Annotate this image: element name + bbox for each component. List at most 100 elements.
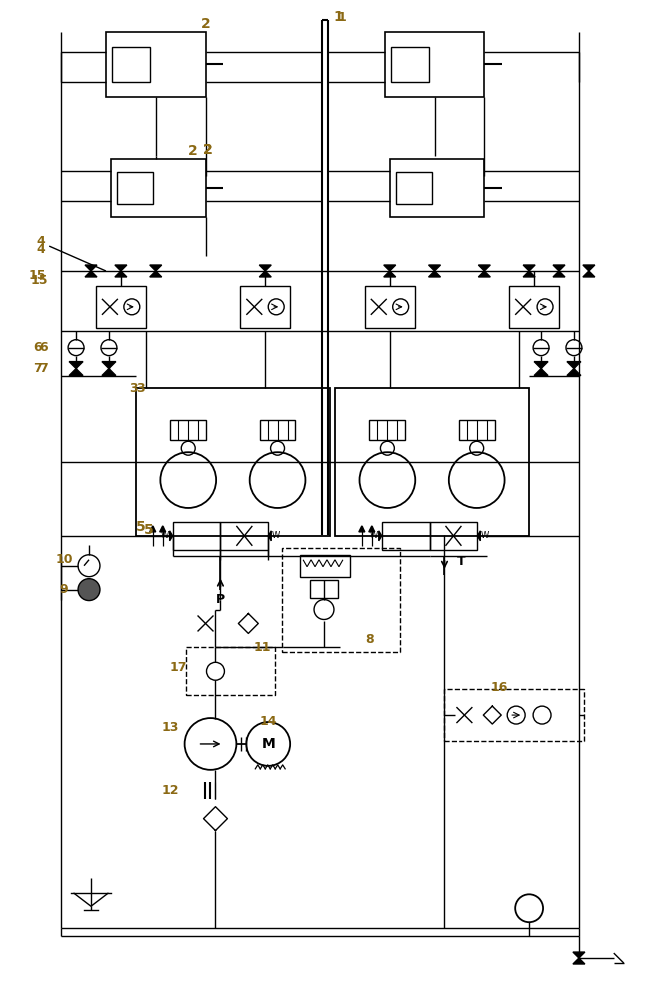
Polygon shape xyxy=(573,952,585,958)
Polygon shape xyxy=(102,369,116,376)
Text: 4: 4 xyxy=(37,235,46,248)
Bar xyxy=(310,580,338,598)
Text: 2: 2 xyxy=(203,143,213,157)
Text: 1: 1 xyxy=(337,11,346,24)
Polygon shape xyxy=(553,271,565,277)
Bar xyxy=(136,388,330,536)
Text: 15: 15 xyxy=(31,274,48,287)
Text: 14: 14 xyxy=(259,715,277,728)
Text: 8: 8 xyxy=(365,633,374,646)
Polygon shape xyxy=(534,369,548,376)
Polygon shape xyxy=(583,271,595,277)
Polygon shape xyxy=(567,369,581,376)
Polygon shape xyxy=(115,271,127,277)
Bar xyxy=(509,286,559,328)
Bar xyxy=(365,286,415,328)
Text: T: T xyxy=(457,555,466,568)
Polygon shape xyxy=(567,362,581,369)
Bar xyxy=(430,522,477,550)
Bar xyxy=(396,172,432,204)
Text: 2: 2 xyxy=(203,143,213,157)
Text: W: W xyxy=(272,531,280,540)
Polygon shape xyxy=(268,531,271,541)
Polygon shape xyxy=(359,526,365,532)
Text: 4: 4 xyxy=(37,243,46,256)
Polygon shape xyxy=(478,265,490,271)
Bar xyxy=(240,286,290,328)
Polygon shape xyxy=(259,265,271,271)
Bar xyxy=(445,689,584,741)
Text: 10: 10 xyxy=(55,553,73,566)
Text: 16: 16 xyxy=(491,681,508,694)
Bar xyxy=(106,32,205,97)
Text: W: W xyxy=(481,531,489,540)
Bar xyxy=(300,555,350,577)
Polygon shape xyxy=(259,271,271,277)
Polygon shape xyxy=(160,526,166,532)
Bar xyxy=(391,47,428,82)
Polygon shape xyxy=(573,958,585,964)
Polygon shape xyxy=(170,531,173,541)
Bar xyxy=(385,32,484,97)
Text: 1: 1 xyxy=(333,10,343,24)
Polygon shape xyxy=(150,271,162,277)
Bar xyxy=(173,522,220,550)
Bar xyxy=(459,420,495,440)
Text: W: W xyxy=(370,531,378,540)
Text: 7: 7 xyxy=(39,362,47,375)
Text: 3: 3 xyxy=(136,382,145,395)
Polygon shape xyxy=(369,526,375,532)
Text: 6: 6 xyxy=(33,341,42,354)
Text: 2: 2 xyxy=(201,17,211,31)
Bar xyxy=(335,388,529,536)
Polygon shape xyxy=(85,265,97,271)
Polygon shape xyxy=(85,271,97,277)
Text: 11: 11 xyxy=(254,641,271,654)
Text: P: P xyxy=(216,593,225,606)
Text: 2: 2 xyxy=(188,144,198,158)
Bar xyxy=(117,172,153,204)
Text: 5: 5 xyxy=(136,520,146,534)
Polygon shape xyxy=(428,265,441,271)
Polygon shape xyxy=(69,369,83,376)
Bar xyxy=(111,159,205,217)
Polygon shape xyxy=(478,271,490,277)
Text: 17: 17 xyxy=(170,661,187,674)
Polygon shape xyxy=(150,526,156,532)
Polygon shape xyxy=(428,271,441,277)
Polygon shape xyxy=(102,362,116,369)
Polygon shape xyxy=(69,362,83,369)
Bar xyxy=(220,522,268,550)
Text: 6: 6 xyxy=(39,341,47,354)
Text: M: M xyxy=(261,737,275,751)
Bar xyxy=(282,548,400,652)
Circle shape xyxy=(78,579,100,601)
Bar xyxy=(382,522,430,550)
Bar xyxy=(186,647,275,695)
Polygon shape xyxy=(583,265,595,271)
Polygon shape xyxy=(553,265,565,271)
Text: 7: 7 xyxy=(33,362,42,375)
Polygon shape xyxy=(523,271,535,277)
Bar xyxy=(369,420,406,440)
Polygon shape xyxy=(477,531,480,541)
Polygon shape xyxy=(534,362,548,369)
Bar xyxy=(259,420,296,440)
Polygon shape xyxy=(384,271,396,277)
Text: 13: 13 xyxy=(162,721,179,734)
Polygon shape xyxy=(523,265,535,271)
Polygon shape xyxy=(150,265,162,271)
Polygon shape xyxy=(379,531,382,541)
Bar xyxy=(390,159,484,217)
Polygon shape xyxy=(115,265,127,271)
Bar xyxy=(112,47,150,82)
Text: 12: 12 xyxy=(162,784,179,797)
Text: 5: 5 xyxy=(144,523,153,537)
Text: 15: 15 xyxy=(29,269,46,282)
Bar xyxy=(96,286,146,328)
Text: 9: 9 xyxy=(60,583,68,596)
Text: 3: 3 xyxy=(129,382,138,395)
Text: W: W xyxy=(161,531,169,540)
Bar xyxy=(170,420,206,440)
Polygon shape xyxy=(384,265,396,271)
